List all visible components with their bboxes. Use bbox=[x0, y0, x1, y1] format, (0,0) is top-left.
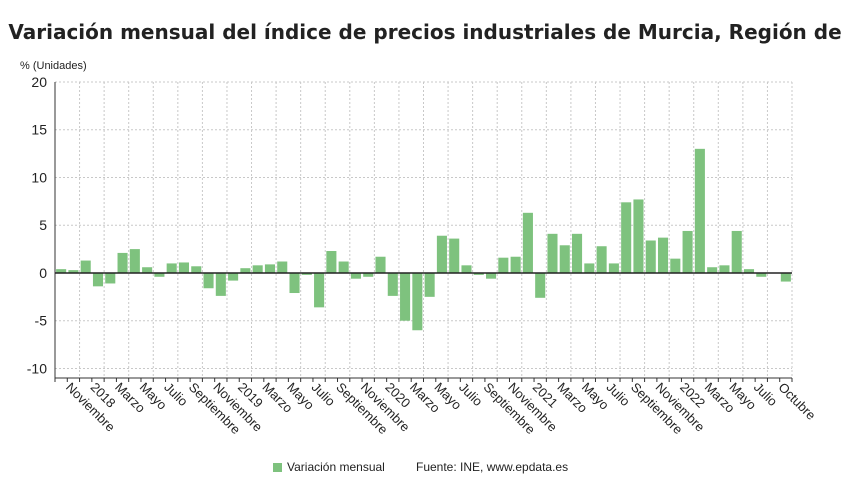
y-tick-label: -10 bbox=[27, 360, 47, 376]
bar bbox=[719, 265, 730, 273]
y-tick-label: 15 bbox=[31, 122, 47, 138]
y-tick-labels: 20 15 10 5 0 -5 -10 bbox=[27, 74, 47, 376]
bar bbox=[142, 267, 153, 273]
bar bbox=[559, 245, 570, 273]
bar bbox=[215, 272, 226, 296]
x-tick-label: Octubre bbox=[775, 380, 818, 423]
bar bbox=[228, 272, 239, 281]
y-axis-unit-label: % (Unidades) bbox=[20, 60, 87, 72]
bar bbox=[68, 270, 79, 273]
bar bbox=[166, 263, 177, 273]
bar bbox=[756, 272, 767, 277]
bar bbox=[731, 230, 742, 273]
source-text: Fuente: INE, www.epdata.es bbox=[416, 460, 569, 474]
bar bbox=[473, 272, 484, 275]
axes bbox=[54, 82, 793, 382]
bar bbox=[461, 265, 472, 273]
bar bbox=[240, 268, 251, 273]
bar bbox=[436, 235, 447, 273]
bar bbox=[56, 269, 67, 273]
bar bbox=[154, 272, 165, 277]
bar bbox=[326, 251, 337, 273]
bar bbox=[350, 272, 361, 279]
legend-label: Variación mensual bbox=[287, 460, 385, 474]
bar bbox=[80, 260, 91, 273]
bar bbox=[277, 261, 288, 273]
bars bbox=[56, 148, 791, 331]
y-tick-label: 5 bbox=[39, 217, 47, 233]
bar bbox=[363, 272, 374, 277]
bar bbox=[522, 212, 533, 273]
bar bbox=[105, 272, 116, 284]
bar bbox=[694, 148, 705, 273]
bar bbox=[375, 256, 386, 273]
bar bbox=[682, 230, 693, 273]
bar bbox=[633, 199, 644, 273]
bar bbox=[117, 252, 128, 273]
bar bbox=[707, 267, 718, 273]
y-tick-label: 10 bbox=[31, 169, 47, 185]
bar bbox=[510, 256, 521, 273]
chart-title: Variación mensual del índice de precios … bbox=[8, 20, 842, 44]
grid bbox=[54, 81, 793, 378]
bar bbox=[252, 265, 263, 273]
bar bbox=[301, 272, 312, 275]
y-tick-label: 0 bbox=[39, 265, 47, 281]
bar bbox=[535, 272, 546, 298]
bar bbox=[449, 238, 460, 273]
bar bbox=[596, 246, 607, 273]
bar bbox=[178, 262, 190, 273]
bar bbox=[314, 272, 325, 308]
bar bbox=[412, 272, 423, 331]
bar bbox=[645, 240, 656, 273]
bar bbox=[191, 266, 202, 273]
bar bbox=[498, 257, 509, 273]
bar bbox=[608, 263, 619, 273]
bar bbox=[572, 233, 583, 273]
bar bbox=[338, 261, 349, 273]
legend-swatch bbox=[273, 463, 282, 472]
bar bbox=[547, 233, 558, 273]
bar bbox=[780, 272, 791, 282]
bar bbox=[289, 272, 300, 294]
bar bbox=[743, 269, 755, 273]
bar bbox=[92, 272, 104, 287]
bar bbox=[584, 263, 595, 273]
bar bbox=[203, 272, 214, 289]
bar bbox=[657, 237, 669, 273]
bar bbox=[424, 272, 435, 297]
bar bbox=[129, 249, 140, 273]
bar bbox=[400, 272, 411, 321]
y-tick-label: -5 bbox=[35, 313, 48, 329]
bar bbox=[387, 272, 398, 296]
bar bbox=[486, 272, 497, 279]
bar bbox=[621, 202, 632, 273]
x-tick-labels: Noviembre2018MarzoMayoJulioSeptiembreNov… bbox=[63, 380, 819, 438]
bar bbox=[670, 258, 681, 273]
y-tick-label: 20 bbox=[31, 74, 47, 90]
bar bbox=[264, 264, 275, 273]
